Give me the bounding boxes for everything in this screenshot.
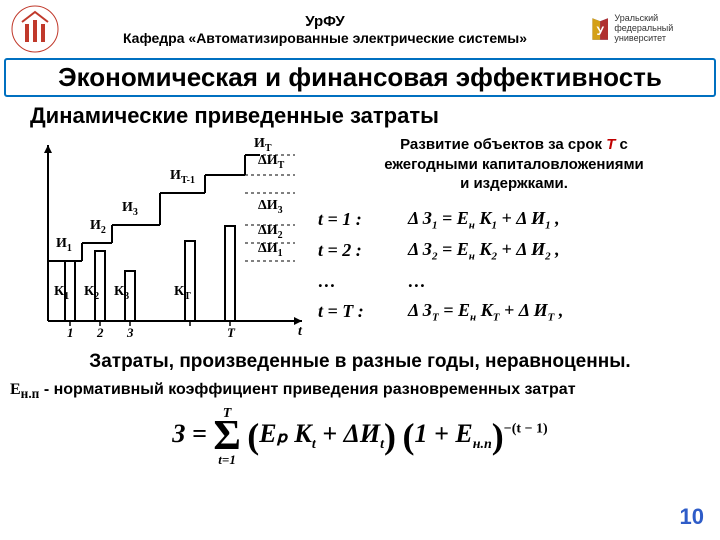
- dev-l3: и издержками.: [460, 175, 568, 192]
- sum-top: T: [223, 406, 232, 422]
- svg-text:И2: И2: [90, 218, 106, 236]
- slide-subtitle: Динамические приведенные затраты: [0, 97, 720, 133]
- svg-text:ИT-1: ИT-1: [170, 168, 195, 186]
- bf-t1: Еₚ Кt + ΔИt: [259, 419, 384, 448]
- dev-l1a: Развитие объектов за срок: [400, 136, 606, 153]
- lparen2: (: [403, 416, 415, 456]
- norm-text: - нормативный коэффициент приведения раз…: [39, 381, 575, 398]
- step-chart: t123TК1К2К3КTИ1И2И3ИT-1ИTΔИ1ΔИ2ΔИ3ΔИT: [10, 133, 310, 343]
- dept-name: Кафедра «Автоматизированные электрически…: [60, 30, 590, 46]
- svg-text:ΔИ1: ΔИ1: [258, 241, 283, 259]
- equation-row: t = 2 :Δ З2 = Ен К2 + Δ И2 ,: [318, 235, 710, 267]
- mid-section: t123TК1К2К3КTИ1И2И3ИT-1ИTΔИ1ΔИ2ΔИ3ΔИT Ра…: [0, 133, 720, 343]
- dev-l2: ежегодными капиталовложениями: [384, 156, 644, 173]
- sum-bot: t=1: [218, 452, 236, 468]
- rparen1: ): [384, 416, 396, 456]
- svg-text:ИT: ИT: [254, 136, 272, 154]
- header-text: УрФУ Кафедра «Автоматизированные электри…: [60, 13, 590, 46]
- svg-text:ΔИ2: ΔИ2: [258, 223, 283, 241]
- right-column: Развитие объектов за срок Т с ежегодными…: [318, 133, 710, 343]
- development-text: Развитие объектов за срок Т с ежегодными…: [318, 133, 710, 204]
- svg-text:2: 2: [96, 325, 104, 340]
- bf-t2: 1 + Ен.п: [415, 419, 492, 448]
- svg-text:ΔИT: ΔИT: [258, 153, 285, 171]
- right-uni-name: Уральский федеральный университет: [614, 14, 710, 44]
- svg-text:3: 3: [126, 325, 134, 340]
- svg-text:T: T: [227, 325, 236, 340]
- rparen2: ): [492, 416, 504, 456]
- svg-text:У: У: [596, 24, 604, 38]
- svg-text:И1: И1: [56, 236, 72, 254]
- svg-text:t: t: [298, 324, 303, 339]
- note-unequal: Затраты, произведенные в разные годы, не…: [0, 343, 720, 377]
- dev-l1b: с: [615, 136, 628, 153]
- logo-left: [10, 4, 60, 54]
- page-number: 10: [680, 504, 704, 530]
- equation-rows: t = 1 :Δ З1 = Ен К1 + Δ И1 ,t = 2 :Δ З2 …: [318, 204, 710, 328]
- lparen1: (: [247, 416, 259, 456]
- svg-text:1: 1: [67, 325, 74, 340]
- equation-row: ……: [318, 267, 710, 296]
- equation-row: t = T :Δ ЗT = Ен КT + Δ ИT ,: [318, 296, 710, 328]
- bf-lhs: З =: [172, 419, 207, 448]
- norm-symbol: Ен.п: [10, 381, 39, 398]
- big-formula: З = T Σ t=1 (Еₚ Кt + ΔИt) (1 + Ен.п)−(t …: [0, 406, 720, 460]
- logo-right: У Уральский федеральный университет: [590, 4, 710, 54]
- norm-line: Ен.п - нормативный коэффициент приведени…: [0, 377, 720, 406]
- uni-name: УрФУ: [60, 13, 590, 30]
- dev-T: Т: [606, 136, 615, 153]
- slide-title: Экономическая и финансовая эффективность: [4, 58, 716, 97]
- equation-row: t = 1 :Δ З1 = Ен К1 + Δ И1 ,: [318, 204, 710, 236]
- sigma-icon: T Σ t=1: [213, 412, 240, 460]
- bf-exp: −(t − 1): [504, 422, 548, 437]
- svg-text:ΔИ3: ΔИ3: [258, 198, 283, 216]
- slide-header: УрФУ Кафедра «Автоматизированные электри…: [0, 0, 720, 58]
- svg-text:И3: И3: [122, 200, 138, 218]
